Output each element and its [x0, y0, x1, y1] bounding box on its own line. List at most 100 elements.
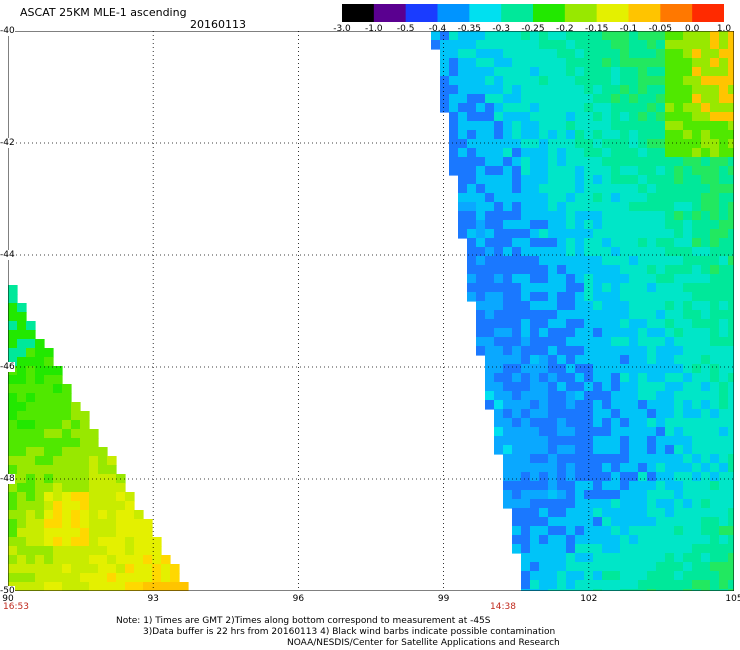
swath-cell — [8, 519, 18, 529]
swath-cell — [593, 427, 603, 437]
swath-cell — [710, 229, 720, 239]
swath-cell — [656, 508, 666, 518]
swath-cell — [629, 211, 639, 221]
swath-cell — [53, 573, 63, 583]
swath-cell — [611, 121, 621, 131]
swath-cell — [548, 247, 558, 257]
swath-cell — [575, 130, 585, 140]
swath-cell — [620, 400, 630, 410]
swath-cell — [62, 438, 72, 448]
swath-cell — [521, 256, 531, 266]
swath-cell — [116, 573, 126, 583]
swath-cell — [539, 94, 549, 104]
swath-cell — [566, 319, 576, 329]
swath-cell — [674, 202, 684, 212]
swath-cell — [62, 402, 72, 412]
swath-cell — [575, 337, 585, 347]
swath-cell — [53, 474, 63, 484]
swath-cell — [602, 148, 612, 158]
swath-cell — [35, 510, 45, 520]
swath-cell — [575, 391, 585, 401]
swath-cell — [593, 121, 603, 131]
swath-cell — [647, 427, 657, 437]
swath-cell — [593, 112, 603, 122]
swath-cell — [35, 438, 45, 448]
swath-cell — [449, 67, 459, 77]
swath-cell — [683, 112, 693, 122]
swath-cell — [692, 418, 702, 428]
swath-cell — [701, 436, 711, 446]
swath-cell — [593, 580, 603, 590]
swath-cell — [521, 139, 531, 149]
swath-cell — [557, 445, 567, 455]
swath-cell — [620, 85, 630, 95]
swath-cell — [116, 510, 126, 520]
swath-cell — [683, 580, 693, 590]
swath-cell — [17, 528, 27, 538]
swath-cell — [26, 438, 36, 448]
swath-cell — [611, 400, 621, 410]
swath-cell — [665, 112, 675, 122]
swath-cell — [674, 256, 684, 266]
swath-cell — [530, 553, 540, 563]
swath-cell — [548, 589, 558, 591]
swath-cell — [98, 474, 108, 484]
swath-cell — [593, 382, 603, 392]
swath-cell — [701, 166, 711, 176]
swath-cell — [710, 355, 720, 365]
swath-cell — [548, 166, 558, 176]
swath-cell — [17, 420, 27, 430]
swath-cell — [494, 283, 504, 293]
swath-cell — [530, 463, 540, 473]
swath-cell — [539, 400, 549, 410]
swath-cell — [593, 535, 603, 545]
swath-cell — [674, 463, 684, 473]
swath-cell — [161, 564, 171, 574]
swath-cell — [566, 121, 576, 131]
swath-cell — [719, 499, 729, 509]
swath-cell — [170, 564, 180, 574]
swath-cell — [584, 184, 594, 194]
swath-cell — [665, 175, 675, 185]
swath-cell — [476, 301, 486, 311]
swath-cell — [620, 283, 630, 293]
swath-cell — [53, 546, 63, 556]
swath-cell — [521, 220, 531, 230]
swath-cell — [638, 364, 648, 374]
swath-cell — [458, 49, 468, 59]
swath-cell — [665, 220, 675, 230]
swath-cell — [539, 436, 549, 446]
swath-cell — [53, 564, 63, 574]
swath-cell — [647, 382, 657, 392]
swath-cell — [629, 139, 639, 149]
swath-cell — [521, 31, 531, 41]
swath-cell — [512, 310, 522, 320]
swath-cell — [521, 310, 531, 320]
swath-cell — [683, 265, 693, 275]
swath-cell — [566, 67, 576, 77]
swath-cell — [584, 166, 594, 176]
swath-cell — [458, 202, 468, 212]
swath-cell — [611, 58, 621, 68]
swath-cell — [584, 265, 594, 275]
swath-cell — [26, 357, 36, 367]
swath-cell — [467, 130, 477, 140]
swath-cell — [593, 166, 603, 176]
swath-cell — [647, 229, 657, 239]
swath-cell — [647, 193, 657, 203]
swath-cell — [629, 535, 639, 545]
swath-cell — [566, 247, 576, 257]
swath-cell — [134, 528, 144, 538]
swath-cell — [593, 175, 603, 185]
swath-cell — [683, 274, 693, 284]
swath-cell — [719, 427, 729, 437]
swath-cell — [503, 355, 513, 365]
swath-cell — [620, 499, 630, 509]
swath-cell — [728, 76, 734, 86]
swath-cell — [98, 546, 108, 556]
swath-cell — [683, 364, 693, 374]
swath-cell — [683, 472, 693, 482]
swath-cell — [647, 436, 657, 446]
swath-cell — [512, 175, 522, 185]
swath-cell — [476, 175, 486, 185]
